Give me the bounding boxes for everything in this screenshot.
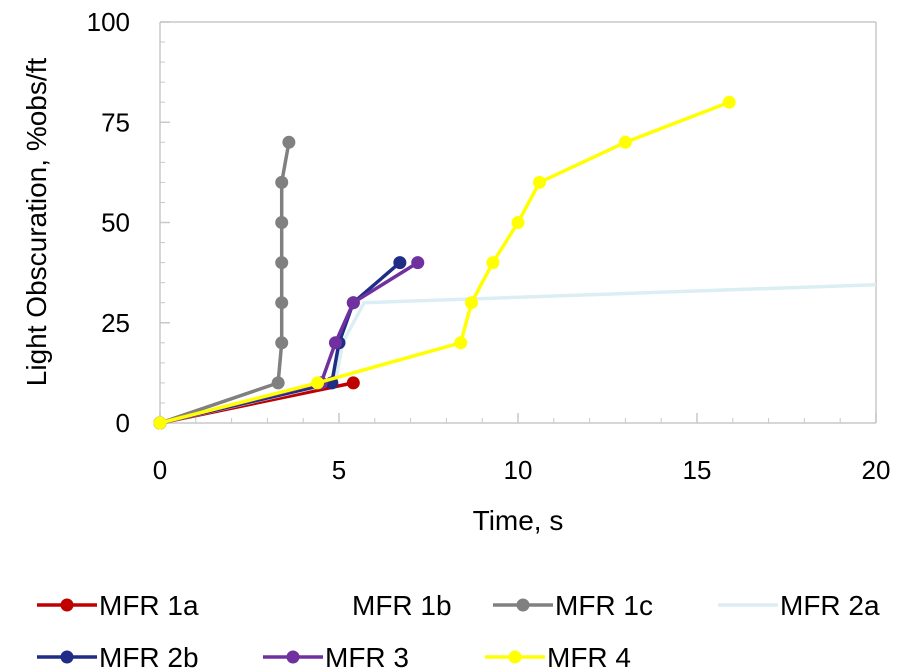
y-tick-label: 0 (116, 408, 130, 438)
data-point (532, 175, 546, 189)
x-tick-label: 15 (683, 455, 712, 485)
data-point (271, 376, 285, 390)
series-line (159, 100, 730, 425)
data-point (275, 175, 289, 189)
legend-swatch-marker (516, 598, 530, 612)
data-point (328, 336, 342, 350)
legend-swatch-marker (508, 650, 522, 664)
data-point (275, 336, 289, 350)
legend-entry: MFR 3 (263, 642, 409, 670)
legend-label: MFR 3 (325, 642, 409, 670)
data-point (722, 95, 736, 109)
data-point (275, 296, 289, 310)
legend-swatch-marker (60, 650, 74, 664)
legend-label: MFR 4 (547, 642, 631, 670)
series-mfr-4 (153, 95, 736, 430)
legend-label: MFR 1b (352, 590, 452, 621)
data-point (346, 296, 360, 310)
data-point (282, 135, 296, 149)
legend-label: MFR 2b (99, 642, 199, 670)
x-tick-label: 20 (862, 455, 891, 485)
data-point (275, 216, 289, 229)
legend-entry: MFR 1b (352, 590, 452, 621)
legend-swatch-marker (60, 598, 74, 612)
legend-entry: MFR 4 (485, 642, 631, 670)
data-point (311, 376, 325, 390)
legend: MFR 1a MFR 1b MFR 1c MFR 2a MFR 2b MFR 3 MFR 4 (37, 590, 880, 670)
data-point (346, 376, 360, 390)
legend-label: MFR 1a (99, 590, 199, 621)
x-axis-title: Time, s (473, 505, 564, 536)
x-tick-label: 0 (153, 455, 167, 485)
y-axis-title: Light Obscuration, %obs/ft (21, 58, 52, 387)
y-tick-label: 25 (101, 308, 130, 338)
data-point (275, 256, 289, 270)
series-line (159, 141, 291, 425)
data-point (511, 216, 525, 229)
legend-label: MFR 2a (780, 590, 880, 621)
legend-label: MFR 1c (555, 590, 653, 621)
y-tick-label: 50 (101, 208, 130, 238)
data-point (486, 256, 500, 270)
series-mfr-3 (153, 256, 425, 430)
data-point (464, 296, 478, 310)
data-point (454, 336, 468, 350)
legend-entry: MFR 1c (493, 590, 653, 621)
x-tick-label: 5 (332, 455, 346, 485)
legend-entry: MFR 2b (37, 642, 199, 670)
data-point (393, 256, 407, 270)
data-point (618, 135, 632, 149)
series-mfr-1c (153, 135, 296, 430)
legend-swatch-marker (286, 650, 300, 664)
series-line (159, 261, 419, 425)
legend-entry: MFR 1a (37, 590, 199, 621)
data-point (411, 256, 425, 270)
y-tick-label: 75 (101, 107, 130, 137)
y-tick-label: 100 (87, 7, 130, 37)
data-point (153, 416, 167, 430)
x-tick-label: 10 (504, 455, 533, 485)
legend-entry: MFR 2a (718, 590, 880, 621)
